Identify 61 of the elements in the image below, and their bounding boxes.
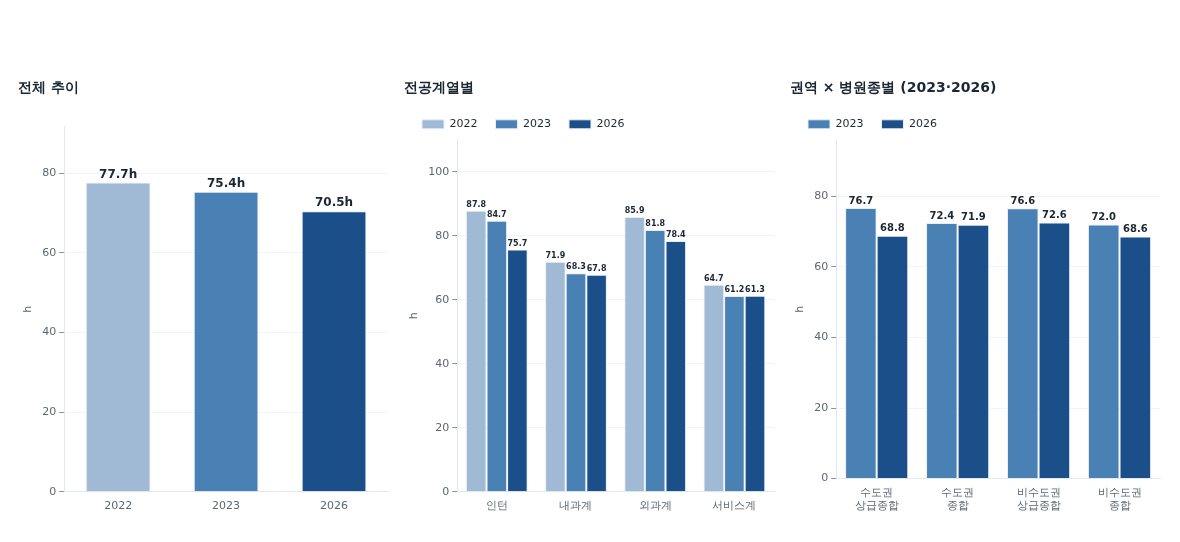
data-label: 64.7 [703,273,724,283]
data-label: 72.6 [1042,208,1067,220]
data-label: 61.2 [724,285,745,295]
y-axis-title: h [407,312,421,320]
chart-title: 전공계열별 [404,79,474,96]
y-tick-label: 80 [435,228,450,242]
y-tick-label: 0 [49,484,57,498]
x-tick-label: 수도권 종합 [941,486,975,513]
chart-title: 전체 추이 [18,79,79,96]
x-tick-label: 외과계 [638,499,672,513]
data-label: 61.3 [745,284,765,294]
x-tick-label: 2026 [320,499,349,513]
x-tick-label: 2023 [212,499,241,513]
data-label: 72.0 [1091,211,1117,223]
y-tick-label: 20 [435,420,450,434]
data-label: 70.5h [314,195,354,210]
data-label: 68.6 [1122,223,1148,235]
y-tick-label: 80 [814,189,829,203]
data-label: 72.4 [929,209,955,221]
x-tick-label: 서비스계 [712,499,757,513]
data-label: 76.6 [1010,194,1036,206]
legend-label: 2026 [908,117,937,131]
legend-label: 2022 [449,117,478,131]
data-label: 76.7 [848,194,874,206]
data-label: 75.4h [207,175,246,190]
data-label: 84.7 [486,209,507,219]
y-tick-label: 40 [42,325,57,339]
y-axis-title: h [793,305,807,313]
x-tick-label: 수도권 상급종합 [854,486,899,513]
y-tick-label: 40 [435,356,450,370]
data-label: 75.7 [507,238,528,248]
x-tick-label: 인턴 [485,499,508,513]
data-label: 87.8 [466,199,487,209]
data-label: 68.8 [880,222,905,234]
data-label: 67.8 [586,263,607,273]
y-tick-label: 60 [814,259,829,273]
y-tick-label: 60 [435,292,450,306]
legend-label: 2023 [835,117,864,131]
y-tick-label: 60 [42,245,57,259]
data-label: 78.4 [665,230,687,239]
x-tick-label: 비수도권 종합 [1097,486,1142,513]
data-label: 85.9 [624,206,645,215]
data-label: 71.9 [961,211,986,223]
x-tick-label: 2022 [104,499,133,513]
data-label: 77.7h [99,166,138,181]
y-axis-title: h [21,305,35,313]
legend-label: 2023 [522,117,551,131]
chart-title: 권역 × 병원종별 (2023·2026) [790,79,997,96]
y-tick-label: 0 [821,471,829,485]
y-tick-label: 0 [442,484,450,498]
y-tick-label: 80 [42,166,57,180]
data-label: 71.9 [545,250,566,260]
y-tick-label: 20 [814,400,829,414]
legend-label: 2026 [596,117,625,131]
data-label: 81.8 [645,219,666,229]
y-tick-label: 20 [42,405,57,419]
y-tick-label: 100 [428,164,450,178]
x-tick-label: 비수도권 상급종합 [1016,486,1061,513]
x-tick-label: 내과계 [559,499,593,513]
y-tick-label: 40 [814,330,829,344]
data-label: 68.3 [566,262,586,272]
